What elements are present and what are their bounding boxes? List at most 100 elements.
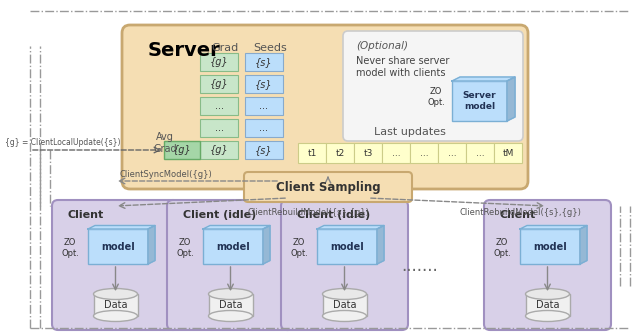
FancyBboxPatch shape	[203, 229, 263, 264]
Text: ...: ...	[448, 149, 456, 158]
Polygon shape	[520, 225, 587, 229]
Text: ClientRebuildModel({s},{g}): ClientRebuildModel({s},{g})	[459, 208, 581, 217]
Text: ...: ...	[420, 149, 428, 158]
FancyBboxPatch shape	[452, 81, 507, 121]
FancyBboxPatch shape	[245, 75, 283, 93]
FancyBboxPatch shape	[343, 31, 523, 141]
Ellipse shape	[323, 310, 367, 322]
Text: Data: Data	[333, 300, 356, 310]
Text: {s}: {s}	[255, 79, 273, 89]
FancyBboxPatch shape	[52, 200, 179, 330]
Bar	[323, 294, 367, 316]
Polygon shape	[148, 225, 155, 264]
Text: ClientSyncModel({g}): ClientSyncModel({g})	[120, 170, 212, 179]
Ellipse shape	[323, 289, 367, 299]
Text: ...: ...	[392, 149, 400, 158]
Text: ZO
Opt.: ZO Opt.	[61, 238, 79, 258]
Text: ...: ...	[214, 101, 223, 111]
Polygon shape	[507, 77, 515, 121]
Text: Client (idle): Client (idle)	[297, 210, 371, 220]
Ellipse shape	[93, 289, 138, 299]
Polygon shape	[377, 225, 384, 264]
Text: .......: .......	[402, 257, 438, 275]
Bar	[209, 294, 253, 316]
FancyBboxPatch shape	[382, 143, 410, 163]
Text: Server: Server	[148, 41, 221, 60]
FancyBboxPatch shape	[354, 143, 382, 163]
FancyBboxPatch shape	[317, 229, 377, 264]
Ellipse shape	[525, 310, 570, 322]
Text: {s}: {s}	[255, 145, 273, 155]
Text: Last updates: Last updates	[374, 127, 446, 137]
Text: ...: ...	[476, 149, 484, 158]
Text: Data: Data	[219, 300, 243, 310]
Polygon shape	[317, 225, 384, 229]
Polygon shape	[88, 225, 155, 229]
Text: Client: Client	[500, 210, 536, 220]
Text: ZO
Opt.: ZO Opt.	[176, 238, 194, 258]
FancyBboxPatch shape	[298, 143, 326, 163]
FancyBboxPatch shape	[200, 119, 238, 137]
FancyBboxPatch shape	[244, 172, 412, 202]
Polygon shape	[580, 225, 587, 264]
FancyBboxPatch shape	[164, 141, 200, 159]
Text: model: model	[330, 242, 364, 252]
Ellipse shape	[525, 289, 570, 299]
Polygon shape	[263, 225, 270, 264]
Text: Client: Client	[68, 210, 104, 220]
Text: Avg
Grad: Avg Grad	[153, 132, 177, 154]
Polygon shape	[452, 77, 515, 81]
Text: (Optional): (Optional)	[356, 41, 408, 51]
Ellipse shape	[93, 310, 138, 322]
Text: ZO
Opt.: ZO Opt.	[290, 238, 308, 258]
FancyBboxPatch shape	[326, 143, 354, 163]
Text: {s}: {s}	[255, 57, 273, 67]
Text: ...: ...	[259, 101, 269, 111]
Ellipse shape	[209, 289, 253, 299]
Text: {g}: {g}	[210, 79, 228, 89]
FancyBboxPatch shape	[245, 119, 283, 137]
FancyBboxPatch shape	[245, 97, 283, 115]
FancyBboxPatch shape	[494, 143, 522, 163]
Text: ZO
Opt.: ZO Opt.	[427, 87, 445, 107]
Text: {g}: {g}	[210, 145, 228, 155]
FancyBboxPatch shape	[167, 200, 294, 330]
Text: model: model	[533, 242, 567, 252]
FancyBboxPatch shape	[122, 25, 528, 189]
Text: model: model	[216, 242, 250, 252]
Text: {g}: {g}	[210, 57, 228, 67]
Text: Server
model: Server model	[463, 91, 496, 111]
Ellipse shape	[209, 310, 253, 322]
Text: ...: ...	[214, 123, 223, 133]
Text: Client (idle): Client (idle)	[183, 210, 256, 220]
FancyBboxPatch shape	[466, 143, 494, 163]
Text: ...: ...	[259, 123, 269, 133]
Text: t2: t2	[335, 149, 344, 158]
FancyBboxPatch shape	[200, 97, 238, 115]
Text: model: model	[101, 242, 135, 252]
FancyBboxPatch shape	[245, 53, 283, 71]
Text: t3: t3	[364, 149, 372, 158]
FancyBboxPatch shape	[200, 53, 238, 71]
Text: t1: t1	[307, 149, 317, 158]
FancyBboxPatch shape	[245, 141, 283, 159]
FancyBboxPatch shape	[410, 143, 438, 163]
Text: tM: tM	[502, 149, 514, 158]
Text: Never share server
model with clients: Never share server model with clients	[356, 56, 449, 78]
Text: Grad: Grad	[211, 43, 239, 53]
Text: ZO
Opt.: ZO Opt.	[493, 238, 511, 258]
Text: {g}: {g}	[173, 145, 191, 155]
Polygon shape	[203, 225, 270, 229]
Bar	[93, 294, 138, 316]
FancyBboxPatch shape	[281, 200, 408, 330]
FancyBboxPatch shape	[520, 229, 580, 264]
Text: Data: Data	[104, 300, 127, 310]
FancyBboxPatch shape	[484, 200, 611, 330]
FancyBboxPatch shape	[200, 75, 238, 93]
Text: Client Sampling: Client Sampling	[276, 180, 380, 194]
FancyBboxPatch shape	[438, 143, 466, 163]
FancyBboxPatch shape	[88, 229, 148, 264]
Text: ClientRebuildModel({s},{g}): ClientRebuildModel({s},{g})	[247, 208, 369, 217]
Text: Data: Data	[536, 300, 559, 310]
Bar	[525, 294, 570, 316]
